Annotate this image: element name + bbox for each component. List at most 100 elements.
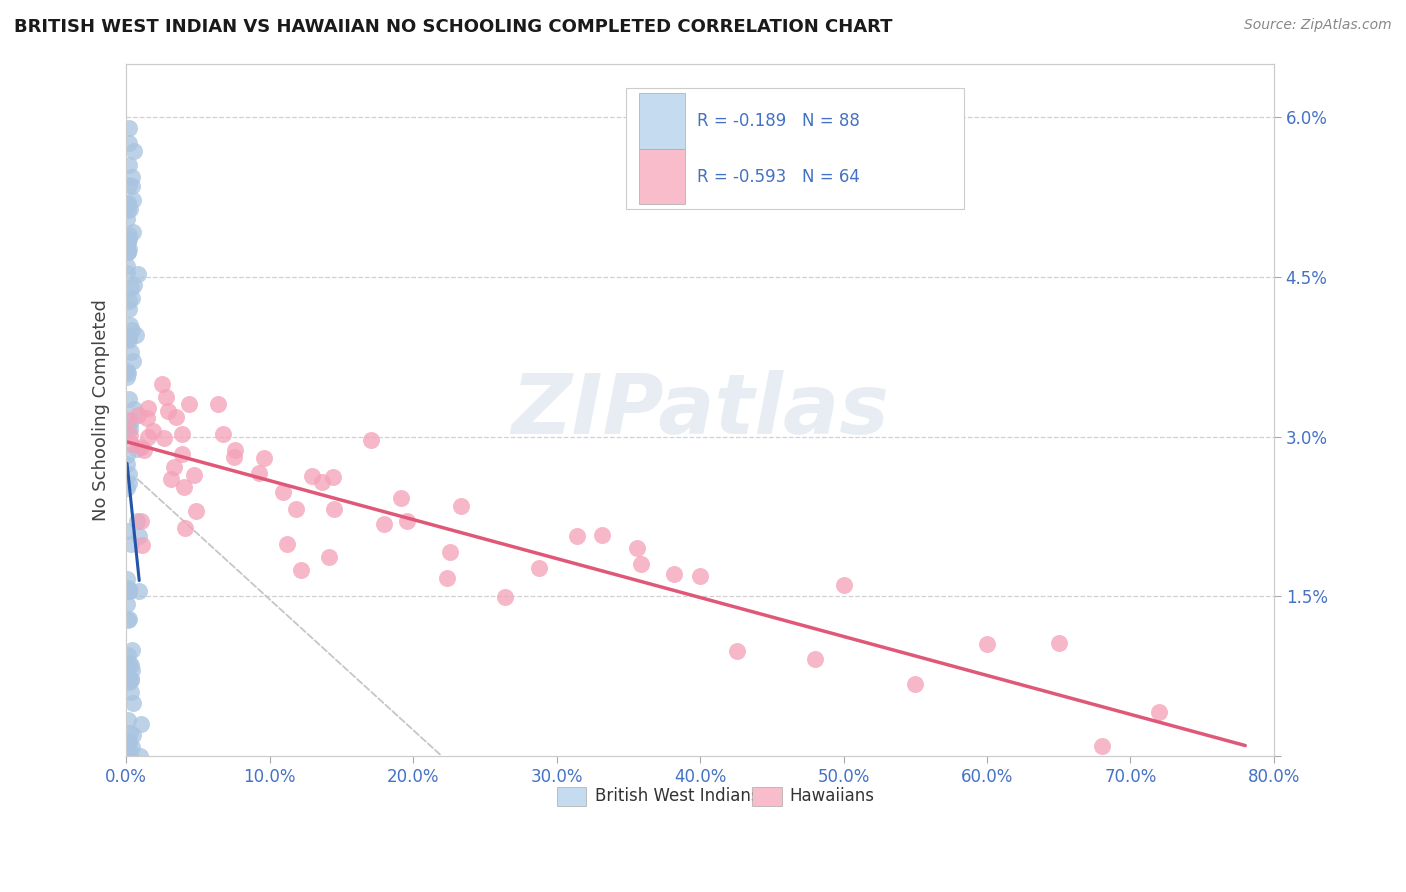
Point	[211, 427, 233, 442]
Point	[118, 333, 141, 347]
Point	[118, 467, 141, 481]
Point	[118, 120, 141, 135]
Point	[174, 521, 197, 535]
FancyBboxPatch shape	[626, 88, 965, 210]
Point	[125, 442, 148, 456]
Point	[118, 228, 141, 243]
Point	[450, 500, 472, 514]
Point	[152, 431, 174, 445]
Point	[117, 369, 139, 384]
Point	[224, 442, 246, 457]
Point	[222, 450, 245, 464]
Point	[124, 402, 146, 417]
Point	[118, 726, 141, 740]
Point	[118, 158, 141, 172]
Point	[436, 571, 458, 585]
Point	[117, 420, 139, 434]
Point	[115, 524, 138, 538]
Point	[184, 503, 207, 517]
Point	[276, 537, 298, 551]
Point	[150, 376, 173, 391]
Point	[118, 656, 141, 670]
Point	[118, 583, 141, 598]
Point	[322, 469, 344, 483]
Point	[128, 528, 150, 542]
Point	[121, 323, 143, 337]
Point	[311, 475, 333, 490]
Point	[165, 409, 187, 424]
Point	[118, 232, 141, 246]
Point	[120, 281, 142, 295]
Point	[170, 426, 193, 441]
Point	[122, 145, 145, 159]
Point	[121, 740, 143, 755]
Text: R = -0.593   N = 64: R = -0.593 N = 64	[696, 168, 859, 186]
Point	[118, 202, 141, 216]
Point	[904, 677, 927, 691]
Y-axis label: No Schooling Completed: No Schooling Completed	[93, 299, 110, 521]
Point	[290, 563, 312, 577]
Point	[117, 197, 139, 211]
Point	[117, 614, 139, 628]
Point	[120, 658, 142, 673]
Point	[121, 178, 143, 193]
Point	[1091, 739, 1114, 753]
Point	[117, 748, 139, 763]
Point	[253, 451, 276, 466]
Point	[118, 675, 141, 690]
Point	[115, 572, 138, 586]
Point	[122, 354, 145, 368]
Text: British West Indians: British West Indians	[595, 788, 759, 805]
Point	[129, 716, 152, 731]
Point	[160, 472, 183, 486]
Point	[117, 235, 139, 250]
Point	[527, 561, 550, 575]
Point	[120, 537, 142, 551]
Point	[118, 293, 141, 308]
Point	[115, 235, 138, 250]
Point	[439, 545, 461, 559]
Point	[177, 397, 200, 411]
Point	[117, 713, 139, 727]
Point	[117, 584, 139, 599]
Point	[128, 583, 150, 598]
Point	[117, 475, 139, 490]
Point	[301, 469, 323, 483]
Point	[120, 673, 142, 688]
Point	[118, 612, 141, 626]
Point	[117, 366, 139, 380]
Point	[117, 458, 139, 472]
Point	[120, 344, 142, 359]
Bar	[640, 94, 685, 149]
Point	[136, 430, 159, 444]
Point	[591, 527, 613, 541]
Point	[121, 169, 143, 184]
Point	[129, 514, 152, 528]
Point	[121, 728, 143, 742]
Point	[155, 390, 177, 404]
Point	[117, 332, 139, 346]
Point	[118, 427, 141, 442]
Point	[118, 749, 141, 764]
Point	[127, 409, 149, 423]
Point	[976, 637, 998, 651]
Point	[117, 413, 139, 427]
Point	[125, 327, 148, 342]
Point	[494, 590, 516, 604]
Point	[121, 663, 143, 677]
Point	[122, 278, 145, 293]
Point	[118, 422, 141, 436]
Point	[136, 410, 159, 425]
Point	[271, 484, 294, 499]
Point	[131, 538, 153, 552]
Point	[120, 318, 142, 333]
Point	[117, 245, 139, 260]
Point	[183, 467, 205, 482]
Text: BRITISH WEST INDIAN VS HAWAIIAN NO SCHOOLING COMPLETED CORRELATION CHART: BRITISH WEST INDIAN VS HAWAIIAN NO SCHOO…	[14, 18, 893, 36]
Point	[118, 301, 141, 316]
Point	[318, 549, 340, 564]
Point	[117, 202, 139, 217]
Point	[117, 481, 139, 495]
Point	[115, 737, 138, 751]
Point	[118, 392, 141, 407]
